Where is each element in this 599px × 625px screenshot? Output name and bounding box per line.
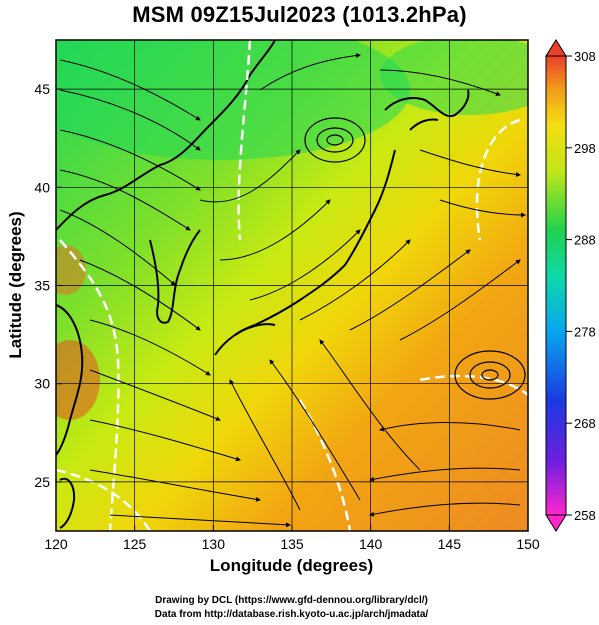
- weather-map-plot: 120 125 130 135 140 145 150 25 30 35 40 45 308 298 2…: [34, 39, 596, 552]
- y-tick-label: 30: [34, 376, 50, 392]
- x-axis-ticks: 120 125 130 135 140 145 150: [44, 525, 540, 552]
- y-axis-label: Latitude (degrees): [6, 211, 25, 359]
- streamlines: [59, 53, 526, 528]
- cyclone-vortex: [304, 117, 526, 400]
- colorbar-labels: 308 298 288 278 268 258: [566, 49, 596, 523]
- colorbar-bottom-triangle: [545, 514, 567, 532]
- gridlines: [56, 40, 528, 531]
- y-axis-ticks: 25 30 35 40 45: [34, 81, 62, 490]
- coastlines: [56, 40, 470, 529]
- x-tick-label: 120: [44, 536, 68, 552]
- y-tick-label: 35: [34, 278, 50, 294]
- x-tick-label: 125: [123, 536, 147, 552]
- colorbar-label: 268: [574, 416, 596, 431]
- credit-line-2: Data from http://database.rish.kyoto-u.a…: [154, 609, 429, 620]
- warm-region: [56, 245, 86, 295]
- x-axis-label: Longitude (degrees): [209, 556, 374, 575]
- x-tick-label: 130: [202, 536, 226, 552]
- warm-region: [56, 340, 100, 420]
- x-tick-label: 140: [359, 536, 383, 552]
- y-tick-label: 40: [34, 179, 50, 195]
- cool-region: [380, 40, 528, 115]
- y-tick-label: 45: [34, 81, 50, 97]
- colorbar-label: 278: [574, 324, 596, 339]
- colorbar-bar: [545, 55, 567, 516]
- x-tick-label: 145: [438, 536, 462, 552]
- x-tick-label: 150: [516, 536, 540, 552]
- map-title: MSM 09Z15Jul2023 (1013.2hPa): [132, 2, 467, 27]
- y-tick-label: 25: [34, 474, 50, 490]
- colorbar-top-triangle: [545, 39, 567, 57]
- credit-line-1: Drawing by DCL (https://www.gfd-dennou.o…: [155, 595, 428, 606]
- colorbar-label: 258: [574, 508, 596, 523]
- credits: Drawing by DCL (https://www.gfd-dennou.o…: [0, 594, 583, 622]
- colorbar: 308 298 288 278 268 258: [545, 39, 596, 532]
- colorbar-label: 298: [574, 141, 596, 156]
- colorbar-label: 308: [574, 49, 596, 64]
- x-tick-label: 135: [280, 536, 304, 552]
- colorbar-label: 288: [574, 233, 596, 248]
